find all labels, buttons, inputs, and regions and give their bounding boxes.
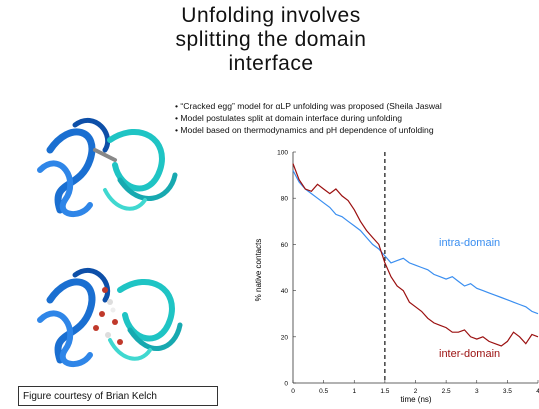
- x-tick-label: 2: [414, 388, 418, 395]
- protein-bottom: [40, 270, 180, 364]
- series-label: intra-domain: [439, 237, 500, 249]
- x-tick-label: 3.5: [503, 388, 512, 395]
- slide: Unfolding involves splitting the domain …: [0, 0, 539, 409]
- x-axis-label: time (ns): [400, 395, 431, 404]
- y-tick-label: 80: [281, 196, 289, 203]
- x-tick-label: 0: [291, 388, 295, 395]
- y-tick-label: 100: [277, 150, 288, 157]
- series-line: [293, 171, 538, 314]
- y-tick-label: 40: [281, 288, 289, 295]
- x-tick-label: 0.5: [319, 388, 328, 395]
- title-line: interface: [100, 52, 442, 76]
- y-axis-label: % native contacts: [254, 239, 263, 302]
- series-label: inter-domain: [439, 348, 500, 360]
- title-line: splitting the domain: [100, 28, 442, 52]
- y-tick-label: 20: [281, 334, 289, 341]
- bullet: • “Cracked egg” model for αLP unfolding …: [175, 100, 539, 112]
- protein-images: [20, 90, 190, 380]
- y-tick-label: 0: [284, 381, 288, 388]
- bullet-list: • “Cracked egg” model for αLP unfolding …: [175, 100, 539, 136]
- x-tick-label: 3: [475, 388, 479, 395]
- bullet: • Model based on thermodynamics and pH d…: [175, 124, 539, 136]
- y-tick-label: 60: [281, 242, 289, 249]
- title-line: Unfolding involves: [100, 4, 442, 28]
- protein-top: [40, 120, 175, 214]
- x-tick-label: 1.5: [380, 388, 389, 395]
- series-line: [293, 164, 538, 346]
- x-tick-label: 2.5: [442, 388, 451, 395]
- slide-title: Unfolding involves splitting the domain …: [100, 4, 442, 76]
- figure-caption: Figure courtesy of Brian Kelch: [18, 386, 218, 406]
- bullet: • Model postulates split at domain inter…: [175, 112, 539, 124]
- chart: % native contacts time (ns) 020406080100…: [249, 145, 539, 405]
- x-tick-label: 1: [352, 388, 356, 395]
